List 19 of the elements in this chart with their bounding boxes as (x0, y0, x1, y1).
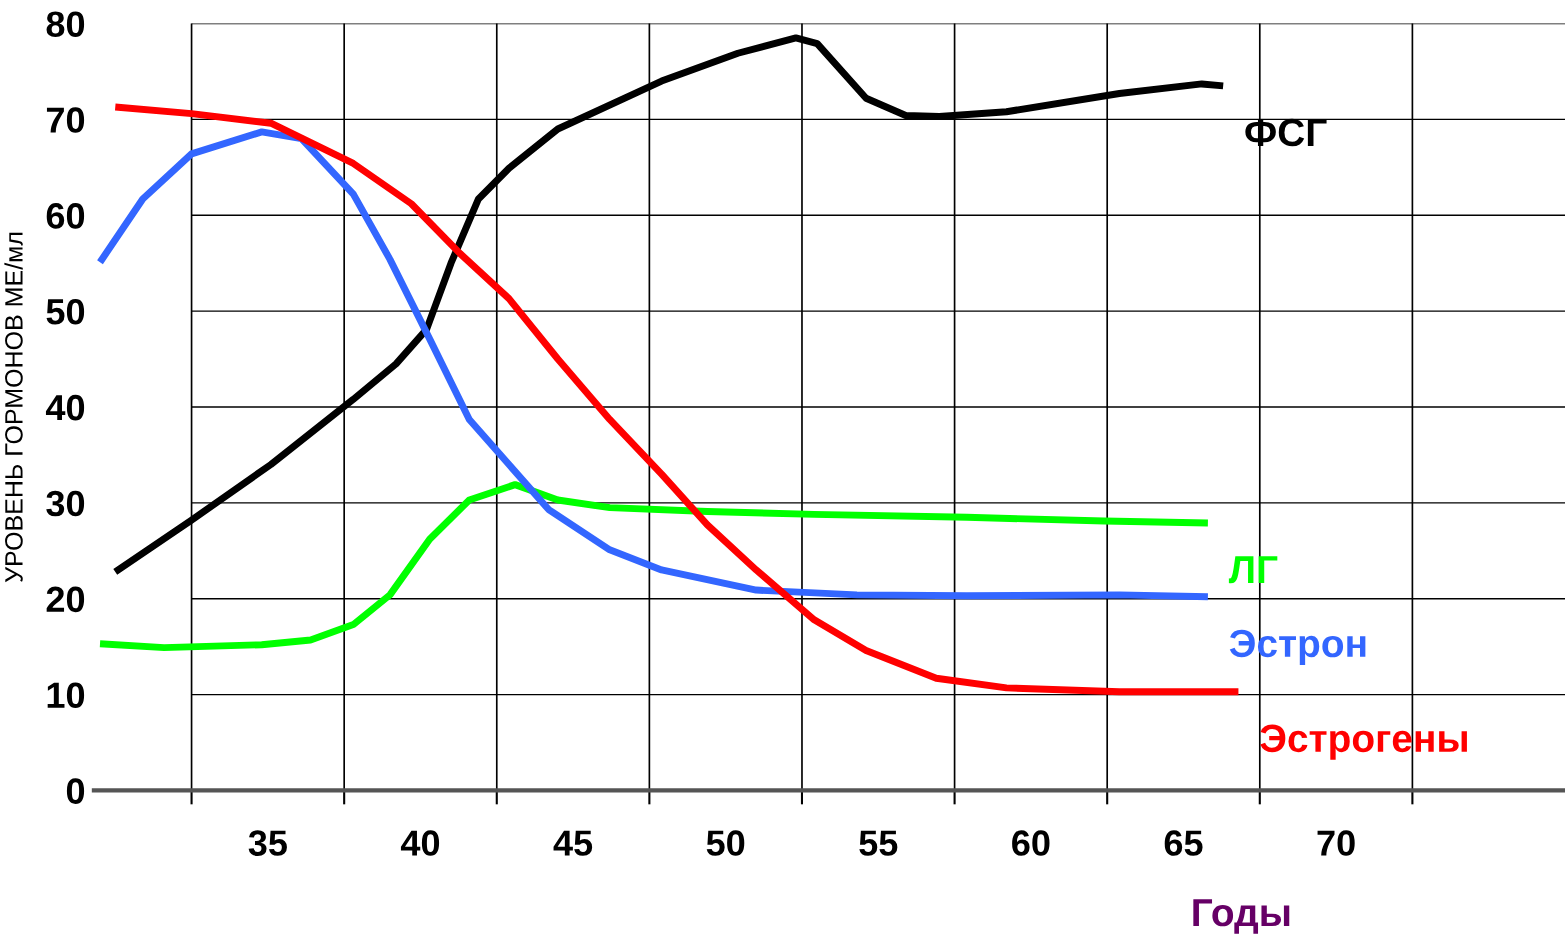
x-tick-label: 40 (400, 830, 440, 856)
y-tick-label: 80 (46, 11, 85, 37)
x-tick-label: 35 (248, 830, 287, 856)
x-axis-title: Годы (1193, 899, 1290, 934)
y-tick-label: 0 (66, 778, 85, 804)
y-tick-label: 40 (45, 394, 85, 421)
x-tick-label: 45 (553, 830, 593, 856)
x-tick-label: 60 (1012, 830, 1050, 856)
y-tick-label: 10 (47, 682, 85, 709)
y-tick-label: 20 (46, 586, 85, 613)
x-tick-label: 65 (1164, 830, 1203, 856)
y-tick-label: 50 (46, 298, 85, 325)
x-tick-label: 70 (1317, 830, 1355, 856)
y-tick-label: 60 (46, 203, 85, 229)
y-axis-title: УРОВЕНЬ ГОРМОНОВ МЕ/мл (4, 232, 23, 583)
y-tick-label: 70 (46, 107, 85, 133)
x-tick-label: 55 (859, 830, 898, 856)
y-tick-label: 30 (46, 490, 85, 517)
x-tick-label: 50 (706, 830, 745, 856)
